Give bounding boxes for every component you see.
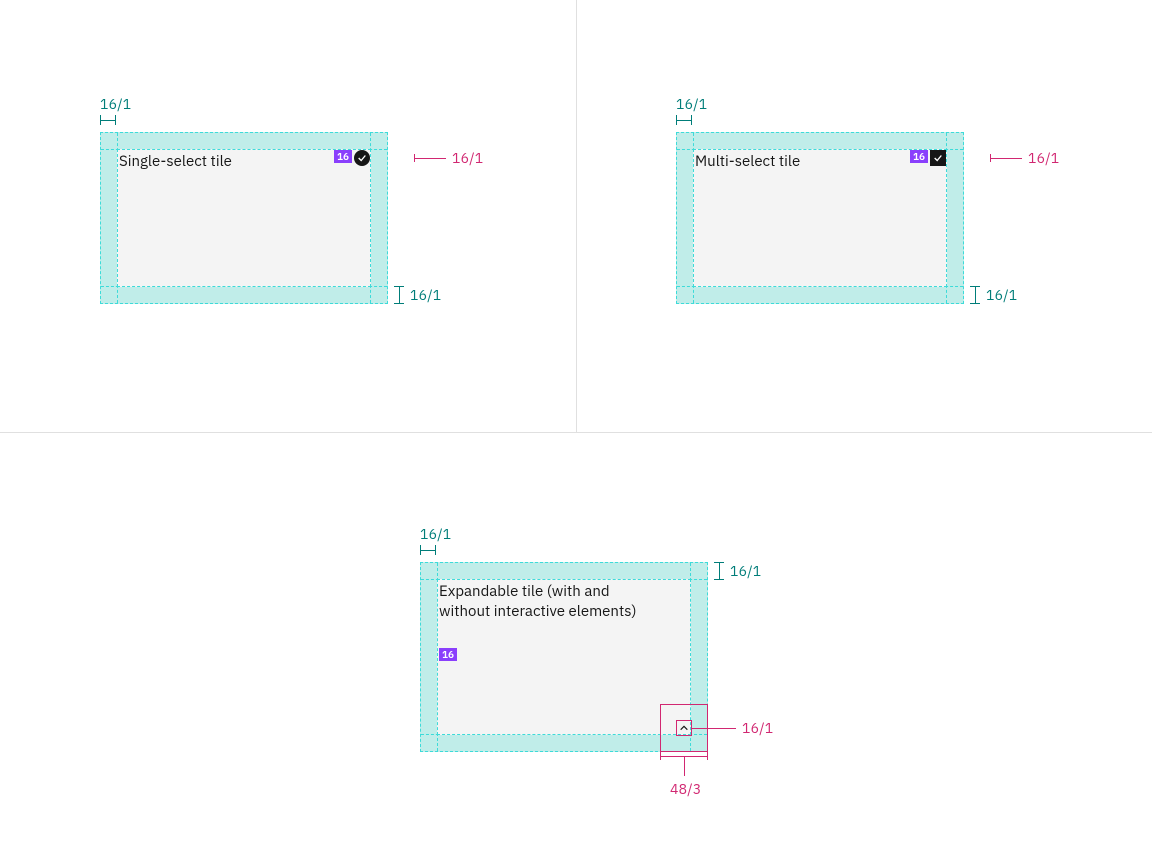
cell-multi-select: 16/1 Multi-select tile 16 16/1 16/1 [576,0,1152,432]
spec-icon-size-label: 16/1 [452,149,483,167]
v-bracket-icon [970,286,980,304]
callout-line [684,756,685,776]
chevron-up-icon [679,723,689,733]
callout-line [990,158,1022,159]
tile-title: Multi-select tile [695,152,800,171]
tile-title: Expandable tile (with and without intera… [439,582,639,623]
spec-top-padding-label: 16/1 [676,95,707,113]
spec-target-size-label: 48/3 [670,780,701,798]
bottom-row: 16/1 Expandable tile (with and without i… [0,432,1152,864]
pixel-badge: 16 [334,150,352,163]
checkbox-selected-icon[interactable] [930,150,946,166]
callout-line [692,728,736,729]
spec-bottom-padding-label: 16/1 [410,286,441,304]
vertical-divider [576,0,577,432]
checkmark-icon [933,153,943,163]
chevron-box [676,720,692,736]
h-bracket-icon [420,545,436,555]
h-bracket-icon [100,115,116,125]
checkmark-icon [357,153,367,163]
radio-selected-icon[interactable] [354,150,370,166]
single-select-tile[interactable]: Single-select tile 16 [100,132,388,304]
spec-top-padding-label: 16/1 [100,95,131,113]
pixel-badge: 16 [439,648,457,661]
callout-line [414,158,446,159]
spec-top-padding-label: 16/1 [730,562,761,580]
v-bracket-icon [394,286,404,304]
v-bracket-icon [714,562,724,580]
spec-bottom-padding-label: 16/1 [986,286,1017,304]
cell-single-select: 16/1 Single-select tile 16 16/1 16/1 [0,0,576,432]
spec-left-padding-label: 16/1 [420,525,451,543]
multi-select-tile[interactable]: Multi-select tile 16 [676,132,964,304]
tile-title: Single-select tile [119,152,232,171]
pixel-badge: 16 [910,150,928,163]
spec-chevron-size-label: 16/1 [742,719,773,737]
h-bracket-icon [676,115,692,125]
spec-icon-size-label: 16/1 [1028,149,1059,167]
